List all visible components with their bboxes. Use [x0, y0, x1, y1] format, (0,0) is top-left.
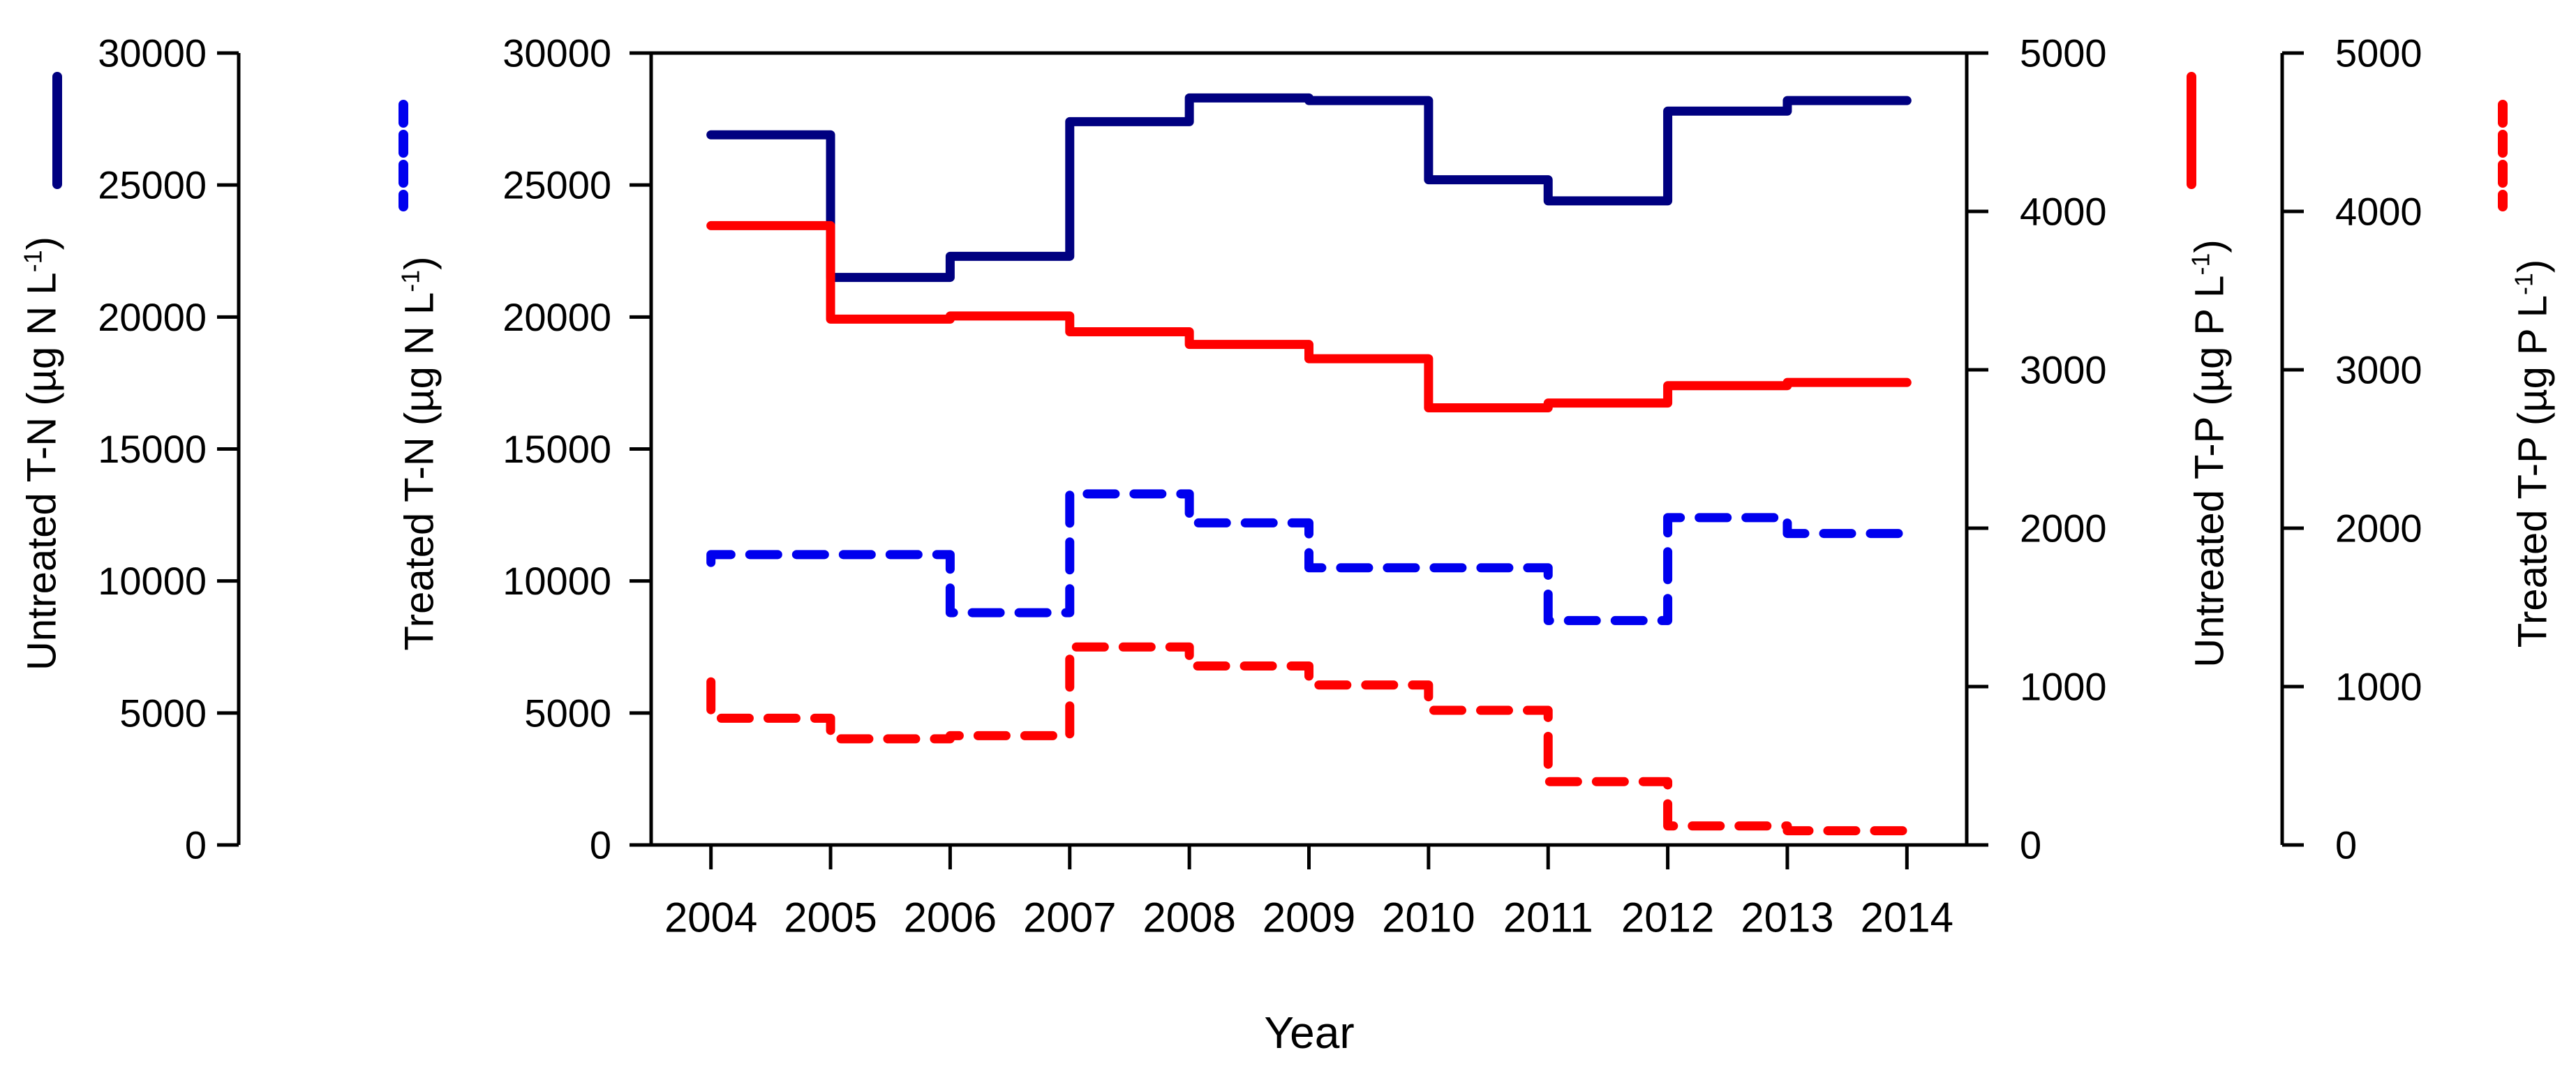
x-tick-label: 2009	[1263, 894, 1355, 941]
right-inner-tick-label: 0	[2020, 823, 2041, 867]
right-outer-tick-label: 0	[2335, 823, 2357, 867]
right-outer-tick-label: 3000	[2335, 348, 2422, 392]
axis-title-text: Treated T-P (µg P L	[2510, 295, 2556, 648]
axis-title-superscript: -1	[2509, 273, 2538, 296]
series-treated-t-n	[706, 489, 1912, 625]
axis-title-treated-tp: Treated T-P (µg P L-1)	[2509, 260, 2556, 648]
left-inner-tick-label: 10000	[502, 559, 611, 603]
x-tick-label: 2012	[1621, 894, 1714, 941]
left-outer-tick-label: 15000	[98, 427, 207, 471]
series-treated-t-p	[706, 642, 1912, 836]
right-inner-tick-label: 2000	[2020, 507, 2107, 551]
x-tick-label: 2014	[1861, 894, 1953, 941]
left-inner-tick-label: 25000	[502, 163, 611, 207]
x-tick-label: 2004	[664, 894, 757, 941]
axis-title-superscript: -1	[18, 250, 47, 273]
series-untreated-t-p	[706, 220, 1912, 412]
right-inner-tick-label: 5000	[2020, 31, 2107, 75]
axis-title-close: )	[2187, 239, 2233, 253]
right-inner-tick-label: 4000	[2020, 190, 2107, 234]
left-outer-tick-label: 30000	[98, 31, 207, 75]
axis-title-close: )	[396, 256, 442, 270]
left-outer-tick-label: 20000	[98, 295, 207, 339]
x-tick-label: 2006	[904, 894, 997, 941]
left-outer-tick-label: 5000	[119, 691, 207, 735]
left-outer-tick-label: 10000	[98, 559, 207, 603]
left-outer-tick-label: 25000	[98, 163, 207, 207]
right-outer-tick-label: 4000	[2335, 190, 2422, 234]
axis-title-untreated-tp: Untreated T-P (µg P L-1)	[2186, 239, 2233, 667]
axis-title-close: )	[19, 237, 65, 250]
left-inner-tick-label: 5000	[524, 691, 611, 735]
x-axis-title: Year	[1264, 1008, 1355, 1058]
left-inner-tick-label: 20000	[502, 295, 611, 339]
x-tick-label: 2013	[1741, 894, 1833, 941]
x-tick-label: 2010	[1382, 894, 1475, 941]
axis-title-text: Treated T-N (µg N L	[396, 292, 442, 651]
left-inner-tick-label: 0	[590, 823, 611, 867]
right-outer-tick-label: 1000	[2335, 665, 2422, 709]
left-inner-tick-label: 30000	[502, 31, 611, 75]
x-tick-label: 2005	[784, 894, 877, 941]
axis-title-close: )	[2510, 259, 2556, 274]
x-tick-label: 2008	[1142, 894, 1235, 941]
axis-title-text: Untreated T-P (µg P L	[2187, 275, 2233, 668]
left-outer-tick-label: 0	[185, 823, 207, 867]
right-inner-tick-label: 1000	[2020, 665, 2107, 709]
x-tick-label: 2007	[1023, 894, 1116, 941]
axis-title-treated-tn: Treated T-N (µg N L-1)	[396, 257, 442, 651]
axis-title-text: Untreated T-N (µg N L	[19, 272, 65, 671]
series-untreated-t-n	[706, 93, 1912, 283]
axis-title-untreated-tn: Untreated T-N (µg N L-1)	[18, 237, 65, 671]
x-tick-label: 2011	[1503, 894, 1593, 941]
right-outer-tick-label: 5000	[2335, 31, 2422, 75]
right-outer-tick-label: 2000	[2335, 507, 2422, 551]
right-inner-tick-label: 3000	[2020, 348, 2107, 392]
left-inner-tick-label: 15000	[502, 427, 611, 471]
axis-title-superscript: -1	[396, 269, 425, 292]
axis-title-superscript: -1	[2186, 253, 2215, 276]
